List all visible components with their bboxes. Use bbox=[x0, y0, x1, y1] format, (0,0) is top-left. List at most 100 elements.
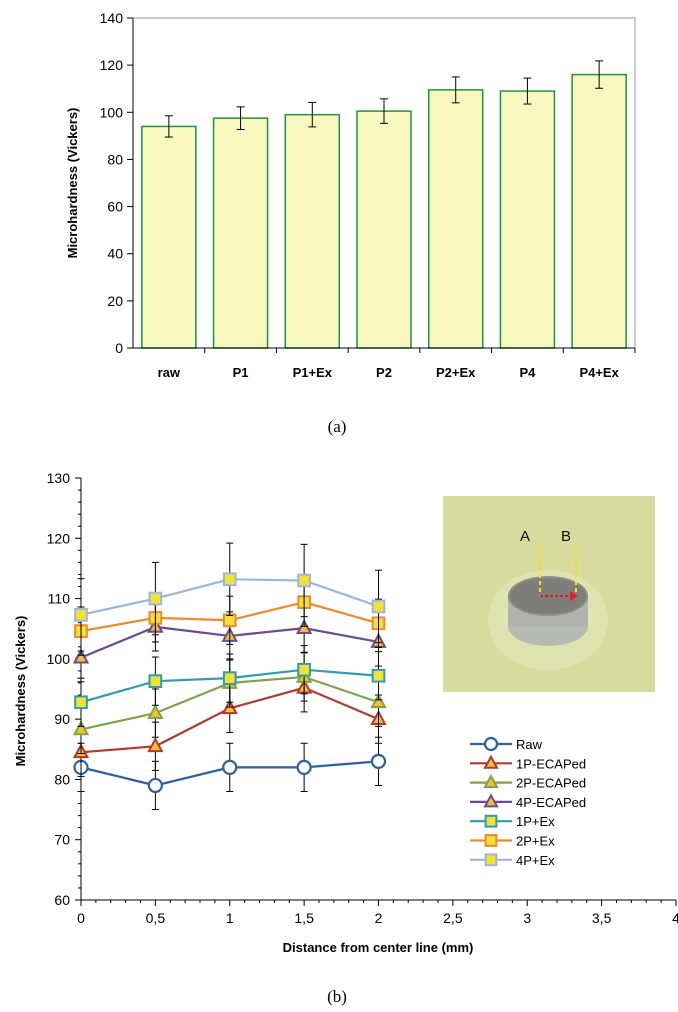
x-axis-label-b: Distance from center line (mm) bbox=[283, 940, 474, 955]
y-tick-label: 60 bbox=[54, 892, 70, 908]
category-label: P1+Ex bbox=[293, 365, 333, 380]
error-bars bbox=[164, 60, 604, 138]
data-point bbox=[371, 668, 386, 683]
legend-label: 4P+Ex bbox=[516, 853, 555, 868]
data-point bbox=[72, 720, 90, 736]
legend-label: 2P+Ex bbox=[516, 834, 555, 849]
caption-b: (b) bbox=[327, 987, 347, 1006]
x-tick-label: 3 bbox=[523, 910, 531, 926]
data-point bbox=[370, 753, 387, 769]
category-label: raw bbox=[158, 365, 181, 380]
axes-b: 60 70 80 90 100 110 120 130 0 0,5 1 1,5 2 2,5 3 3,5 4 bbox=[47, 470, 678, 926]
legend-label: 1P+Ex bbox=[516, 814, 555, 829]
data-point bbox=[147, 703, 164, 719]
bar bbox=[356, 110, 412, 349]
category-label: P2 bbox=[376, 365, 392, 380]
y-tick-label: 140 bbox=[100, 10, 124, 26]
data-point bbox=[147, 737, 164, 753]
x-tick-label: 0 bbox=[77, 910, 85, 926]
data-point bbox=[74, 695, 88, 710]
line-chart-b: 60 70 80 90 100 110 120 130 0 0,5 1 1,5 2 2,5 3 3,5 4 A … bbox=[13, 470, 678, 1006]
bar bbox=[141, 125, 197, 349]
data-point bbox=[147, 777, 163, 794]
data-point bbox=[371, 599, 386, 614]
legend-item: 4P-ECAPed bbox=[470, 793, 586, 810]
bar bbox=[571, 73, 627, 349]
x-tick-label: 1,5 bbox=[294, 910, 314, 926]
y-tick-label: 110 bbox=[48, 591, 71, 607]
y-tick-label: 70 bbox=[54, 832, 70, 848]
x-tick-label: 0,5 bbox=[146, 910, 166, 926]
y-axis-label-a: Microhardness (Vickers) bbox=[65, 108, 80, 259]
legend-marker bbox=[484, 853, 498, 867]
inset-photo: A B bbox=[443, 496, 655, 692]
legend-label: Raw bbox=[516, 737, 543, 752]
data-point bbox=[74, 607, 88, 622]
data-point bbox=[148, 674, 163, 689]
category-label: P4 bbox=[519, 365, 536, 380]
legend-marker bbox=[483, 754, 499, 769]
caption-a: (a) bbox=[328, 417, 347, 436]
legend-label: 1P-ECAPed bbox=[516, 756, 586, 771]
legend-item: 1P-ECAPed bbox=[470, 754, 586, 771]
axes-a: 0 20 40 60 80 100 120 140 raw P1 P1+Ex P2 P2+Ex P4 P4+… bbox=[100, 10, 636, 380]
x-tick-label: 3,5 bbox=[592, 910, 612, 926]
y-tick-label: 60 bbox=[107, 199, 123, 215]
x-tick-label: 2,5 bbox=[443, 910, 463, 926]
y-tick-label: 80 bbox=[107, 151, 123, 167]
data-point bbox=[222, 759, 238, 775]
x-tick-label: 1 bbox=[226, 910, 234, 926]
series-group bbox=[72, 542, 387, 811]
data-point bbox=[72, 648, 90, 664]
legend: Raw 1P-ECAPed 2P-ECAPed 4P-ECAPed 1P+Ex 2P+Ex… bbox=[470, 736, 586, 868]
photo-label-a: A bbox=[520, 528, 530, 545]
bar-chart-a: 0 20 40 60 80 100 120 140 raw P1 P1+Ex P2 P2+Ex P4 P4+… bbox=[65, 10, 636, 436]
legend-label: 4P-ECAPed bbox=[516, 795, 586, 810]
legend-marker bbox=[483, 736, 499, 752]
legend-item: 2P-ECAPed bbox=[470, 773, 586, 791]
y-tick-label: 100 bbox=[100, 104, 124, 120]
bars bbox=[141, 73, 627, 349]
y-axis-label-b: Microhardness (Vickers) bbox=[13, 616, 28, 767]
data-point bbox=[297, 662, 311, 677]
data-point bbox=[297, 573, 311, 588]
legend-label: 2P-ECAPed bbox=[516, 776, 586, 791]
data-point bbox=[222, 572, 237, 587]
bar bbox=[284, 113, 341, 349]
legend-marker bbox=[484, 834, 498, 847]
y-tick-label: 20 bbox=[107, 293, 123, 309]
y-tick-label: 120 bbox=[47, 530, 71, 546]
bar bbox=[427, 89, 484, 349]
data-point bbox=[295, 618, 313, 634]
legend-marker bbox=[483, 773, 499, 789]
bar bbox=[212, 117, 269, 349]
y-tick-label: 130 bbox=[47, 470, 71, 486]
y-tick-label: 80 bbox=[54, 771, 70, 787]
category-label: P2+Ex bbox=[436, 365, 476, 380]
photo-label-b: B bbox=[561, 528, 571, 545]
category-label: P1 bbox=[233, 365, 249, 380]
legend-marker bbox=[484, 814, 498, 828]
y-tick-label: 0 bbox=[115, 340, 123, 356]
category-label: P4+Ex bbox=[579, 365, 619, 380]
x-tick-label: 4 bbox=[672, 910, 678, 926]
y-tick-label: 100 bbox=[47, 651, 71, 667]
data-point bbox=[222, 613, 237, 628]
x-tick-label: 2 bbox=[375, 910, 383, 926]
y-tick-label: 120 bbox=[100, 57, 124, 73]
legend-item: 2P+Ex bbox=[470, 834, 555, 849]
series-4p+ex bbox=[74, 542, 386, 652]
y-tick-label: 40 bbox=[107, 246, 123, 262]
data-point bbox=[296, 759, 312, 775]
arrow-head bbox=[570, 591, 578, 601]
data-point bbox=[148, 591, 163, 606]
bar bbox=[499, 90, 556, 349]
data-point bbox=[370, 693, 387, 709]
legend-marker bbox=[483, 793, 499, 808]
legend-item: 1P+Ex bbox=[470, 814, 555, 829]
series-1p+ex bbox=[74, 645, 386, 727]
data-point bbox=[222, 671, 237, 685]
legend-item: 4P+Ex bbox=[470, 853, 555, 868]
legend-item: Raw bbox=[470, 736, 543, 752]
